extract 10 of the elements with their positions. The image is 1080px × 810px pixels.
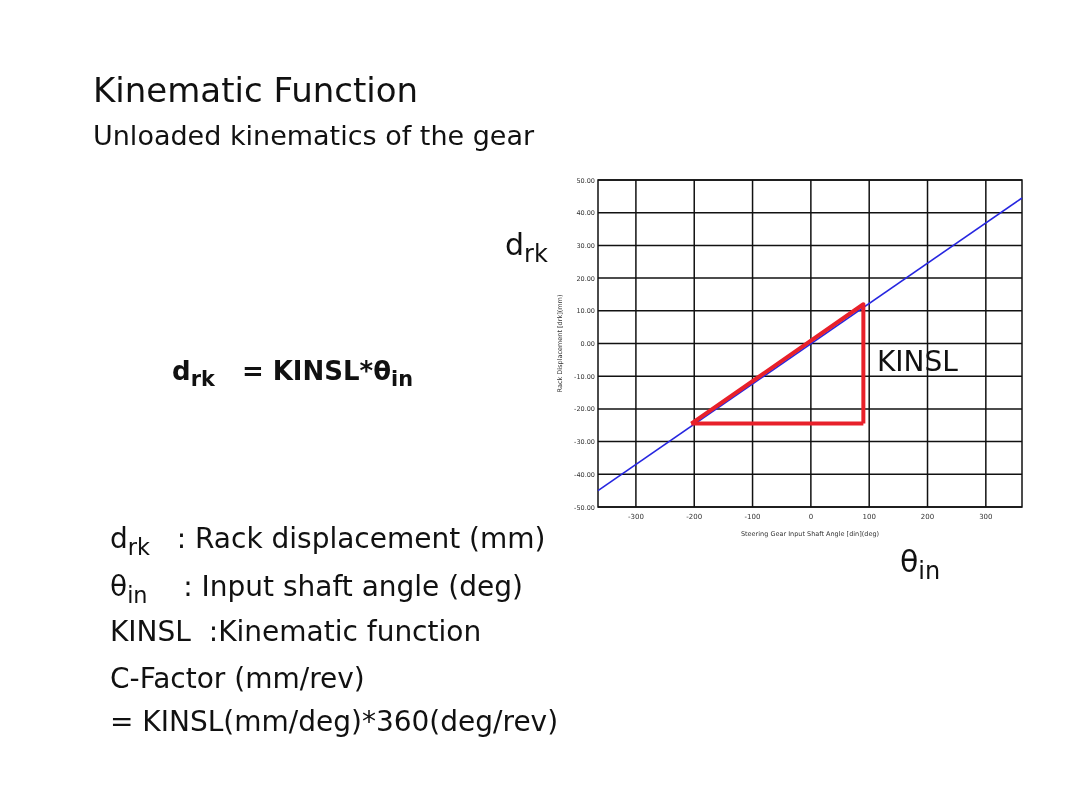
text: d$_{rk}$ bbox=[505, 227, 548, 269]
text: = KINSL(mm/deg)*360(deg/rev) bbox=[110, 705, 559, 738]
text: C-Factor (mm/rev) bbox=[110, 662, 365, 695]
text: Unloaded kinematics of the gear bbox=[93, 120, 535, 151]
text: d$_{rk}$ = KINSL*θ$_{in}$ bbox=[172, 356, 413, 392]
text: θ$_{in}$ : Input shaft angle (deg) bbox=[110, 570, 523, 608]
text: KINSL :Kinematic function bbox=[110, 615, 482, 648]
text: θ$_{in}$ bbox=[900, 544, 941, 586]
text: Kinematic Function bbox=[93, 70, 419, 110]
text: d$_{rk}$ : Rack displacement (mm) bbox=[110, 522, 546, 560]
